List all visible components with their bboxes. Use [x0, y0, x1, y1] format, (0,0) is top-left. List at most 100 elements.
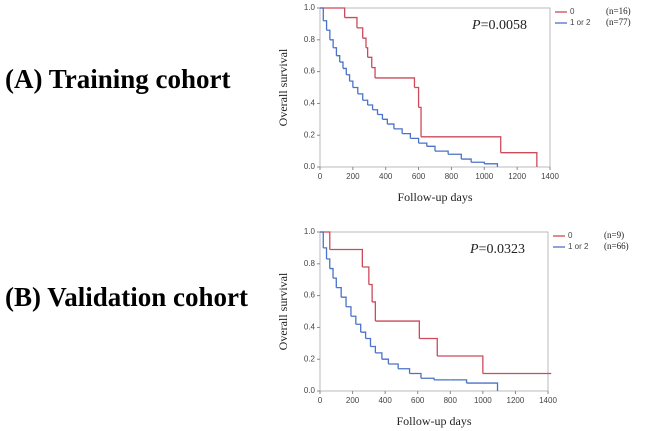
survival-step	[375, 352, 383, 360]
y-tick-label: 0.2	[304, 354, 316, 363]
survival-step	[371, 66, 376, 78]
survival-step	[326, 29, 331, 40]
survival-step	[320, 231, 331, 250]
survival-step	[326, 258, 331, 269]
survival-step	[382, 118, 389, 125]
x-tick-label: 1000	[474, 396, 492, 405]
survival-step	[333, 277, 337, 288]
survival-step	[377, 113, 384, 120]
p-value: P=0.0323	[469, 242, 525, 257]
survival-step	[362, 99, 369, 105]
x-tick-label: 1400	[539, 396, 557, 405]
survival-step	[362, 266, 370, 285]
survival-step	[448, 153, 462, 160]
x-tick-label: 400	[378, 396, 392, 405]
survival-step	[420, 377, 435, 380]
survival-step	[418, 106, 422, 137]
survival-step	[370, 345, 377, 353]
legend-label: 0	[568, 231, 573, 240]
survival-step	[426, 145, 436, 152]
survival-step	[320, 7, 324, 21]
x-tick-label: 1000	[475, 172, 493, 181]
survival-step	[355, 323, 362, 333]
survival-step	[450, 379, 468, 384]
survival-step	[339, 61, 344, 69]
survival-step	[360, 331, 367, 339]
legend-label: 1 or 2	[568, 242, 589, 251]
y-axis-label: Overall survival	[276, 272, 290, 350]
x-tick-label: 1200	[508, 172, 526, 181]
y-tick-label: 0.0	[304, 386, 316, 395]
survival-step	[437, 355, 484, 374]
survival-step	[350, 315, 357, 325]
x-tick-label: 600	[412, 172, 426, 181]
survival-step	[336, 287, 342, 298]
y-tick-label: 0.8	[304, 35, 316, 44]
x-tick-label: 800	[444, 396, 458, 405]
y-tick-label: 0.4	[304, 99, 316, 108]
y-tick-label: 0.2	[304, 130, 316, 139]
legend-label: 1 or 2	[570, 18, 591, 27]
survival-step	[336, 55, 341, 63]
y-tick-label: 0.0	[304, 162, 316, 171]
survival-step	[398, 368, 411, 374]
survival-step	[419, 337, 438, 357]
x-tick-label: 200	[346, 172, 360, 181]
survival-step	[323, 20, 328, 31]
x-tick-label: 600	[411, 396, 425, 405]
survival-step	[393, 128, 403, 134]
survival-step	[329, 39, 334, 48]
y-axis-label: Overall survival	[276, 48, 290, 126]
survival-step	[484, 163, 499, 167]
survival-step	[388, 363, 399, 369]
survival-step	[346, 306, 352, 317]
survival-step	[418, 142, 428, 147]
survival-step	[368, 283, 373, 302]
survival-step	[344, 16, 358, 28]
survival-step	[349, 80, 354, 88]
p-value: P=0.0058	[471, 18, 527, 33]
survival-step	[482, 382, 499, 391]
survival-step	[461, 158, 472, 163]
y-tick-label: 0.4	[304, 323, 316, 332]
p-number: =0.0323	[479, 242, 525, 257]
survival-step	[375, 320, 420, 339]
survival-step	[329, 248, 363, 267]
panel-label: (B) Validation cohort	[5, 282, 248, 312]
survival-step	[381, 358, 390, 364]
x-tick-label: 1200	[507, 396, 525, 405]
survival-step	[414, 86, 420, 108]
survival-step	[352, 86, 359, 94]
survival-step	[362, 37, 367, 48]
survival-step	[471, 161, 485, 164]
survival-step	[346, 74, 351, 82]
y-tick-label: 0.6	[304, 291, 316, 300]
survival-step	[365, 337, 372, 347]
survival-step	[435, 150, 449, 155]
survival-step	[367, 56, 373, 68]
panel-label: (A) Training cohort	[5, 64, 231, 94]
survival-step	[402, 132, 412, 139]
x-tick-label: 400	[379, 172, 393, 181]
x-axis-label: Follow-up days	[398, 190, 473, 204]
x-tick-label: 800	[445, 172, 459, 181]
legend-count: (n=9)	[604, 230, 624, 240]
survival-step	[329, 267, 334, 279]
survival-step	[323, 247, 328, 260]
survival-step	[320, 231, 324, 248]
survival-step	[409, 372, 422, 379]
x-tick-label: 200	[346, 396, 360, 405]
survival-step	[372, 109, 379, 115]
x-tick-label: 0	[318, 172, 323, 181]
p-symbol: P	[469, 242, 479, 257]
x-tick-label: 1400	[541, 172, 559, 181]
survival-step	[372, 301, 377, 322]
survival-step	[320, 7, 346, 18]
y-tick-label: 0.6	[304, 67, 316, 76]
legend-count: (n=16)	[606, 6, 631, 16]
p-symbol: P	[471, 18, 481, 33]
y-tick-label: 1.0	[304, 3, 316, 12]
survival-step	[500, 152, 538, 167]
legend-count: (n=77)	[606, 17, 631, 27]
